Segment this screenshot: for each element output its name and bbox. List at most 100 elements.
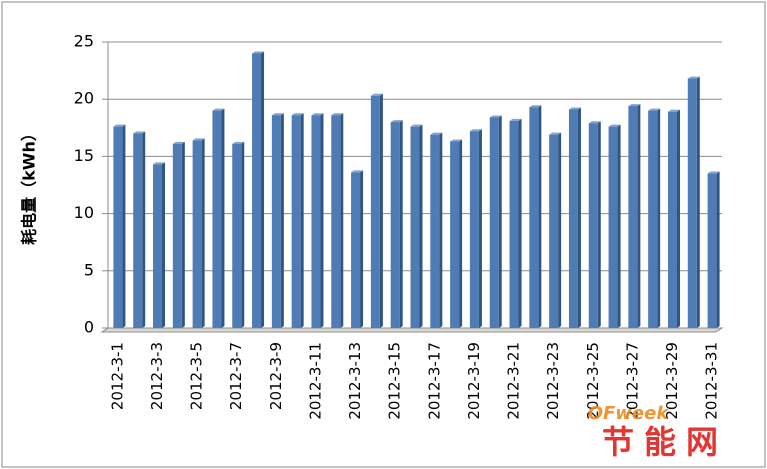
bar-top [509, 118, 522, 121]
bar [568, 109, 578, 328]
bar-side [657, 108, 661, 328]
bar [529, 107, 539, 328]
bar-top [351, 170, 364, 173]
bar-top [410, 124, 423, 127]
bar-side [280, 113, 284, 328]
bar-side [300, 113, 304, 328]
bar-top [390, 120, 403, 123]
bar [469, 131, 479, 328]
y-tick-label: 5 [84, 260, 94, 279]
bar-side [241, 141, 245, 328]
bar-side [439, 132, 443, 328]
bar [410, 126, 420, 328]
bar-side [122, 124, 126, 328]
bar-side [676, 109, 680, 328]
bar [370, 95, 380, 328]
bar-top [252, 51, 265, 54]
y-tick-label: 20 [74, 89, 94, 108]
bar-side [716, 171, 720, 328]
bar-side [162, 162, 166, 328]
y-tick-label: 25 [74, 32, 94, 51]
x-tick-label: 2012-3-19 [465, 342, 483, 420]
bar [271, 115, 281, 328]
bar-top [172, 141, 185, 144]
bar-side [597, 121, 601, 328]
bar-top [370, 93, 383, 96]
x-tick-label: 2012-3-13 [346, 342, 364, 420]
x-tick-label: 2012-3-29 [663, 342, 681, 420]
y-tick-label: 0 [84, 318, 94, 337]
bar [192, 140, 202, 328]
bar-side [399, 120, 403, 328]
bar [549, 134, 559, 328]
x-tick-label: 2012-3-11 [306, 342, 324, 420]
bar-top [469, 129, 482, 132]
y-axis-label: 耗电量（kWh） [20, 125, 39, 245]
bar-top [291, 113, 304, 116]
x-tick-label: 2012-3-7 [227, 342, 245, 410]
bar-top [450, 139, 463, 142]
bar-side [617, 124, 621, 328]
bar-side [261, 51, 265, 328]
bar-top [153, 162, 166, 165]
bar [331, 115, 341, 328]
bar-top [628, 104, 641, 107]
bar-top [648, 108, 661, 111]
bar-top [549, 132, 562, 135]
bar [628, 106, 638, 329]
x-tick-label: 2012-3-3 [148, 342, 166, 410]
x-tick-label: 2012-3-31 [703, 342, 721, 420]
bar [291, 115, 301, 328]
bar [430, 134, 440, 328]
bar-top [311, 113, 324, 116]
bar-top [331, 113, 344, 116]
x-tick-label: 2012-3-9 [267, 342, 285, 410]
bar-top [588, 121, 601, 124]
bar-top [667, 109, 680, 112]
bar-side [340, 113, 344, 328]
x-tick-label: 2012-3-17 [425, 342, 443, 420]
bar [351, 172, 361, 328]
bar [212, 110, 222, 328]
x-tick-label: 2012-3-25 [584, 342, 602, 420]
bar-side [558, 132, 562, 328]
bar-side [181, 141, 185, 328]
bar-top [529, 105, 542, 108]
bar-side [498, 115, 502, 328]
bar-top [133, 131, 146, 134]
bar [687, 78, 697, 328]
x-tick-label: 2012-3-23 [544, 342, 562, 420]
bar [450, 141, 460, 328]
bar-top [489, 115, 502, 118]
floor [100, 327, 724, 333]
bar-top [232, 141, 245, 144]
bar [509, 120, 519, 328]
bar [172, 143, 182, 328]
bar-top [608, 124, 621, 127]
bar [588, 123, 598, 328]
bar [390, 122, 400, 328]
bar-top [707, 171, 720, 174]
bar-side [459, 139, 463, 328]
bar-side [221, 108, 225, 328]
watermark-brand: OFweek [588, 403, 670, 424]
bar-side [379, 93, 383, 328]
bar-side [419, 124, 423, 328]
x-tick-label: 2012-3-1 [108, 342, 126, 410]
bar [608, 126, 618, 328]
bar-side [320, 113, 324, 328]
x-tick-label: 2012-3-5 [188, 342, 206, 410]
bar [489, 117, 499, 328]
bar-side [637, 104, 641, 329]
bar [153, 164, 163, 328]
bar-side [478, 129, 482, 328]
bar [133, 133, 143, 328]
x-tick-label: 2012-3-15 [386, 342, 404, 420]
bar-top [192, 138, 205, 141]
bar [113, 126, 123, 328]
bar-side [360, 170, 364, 328]
bar-side [538, 105, 542, 328]
x-tick-label: 2012-3-21 [505, 342, 523, 420]
bar-top [113, 124, 126, 127]
